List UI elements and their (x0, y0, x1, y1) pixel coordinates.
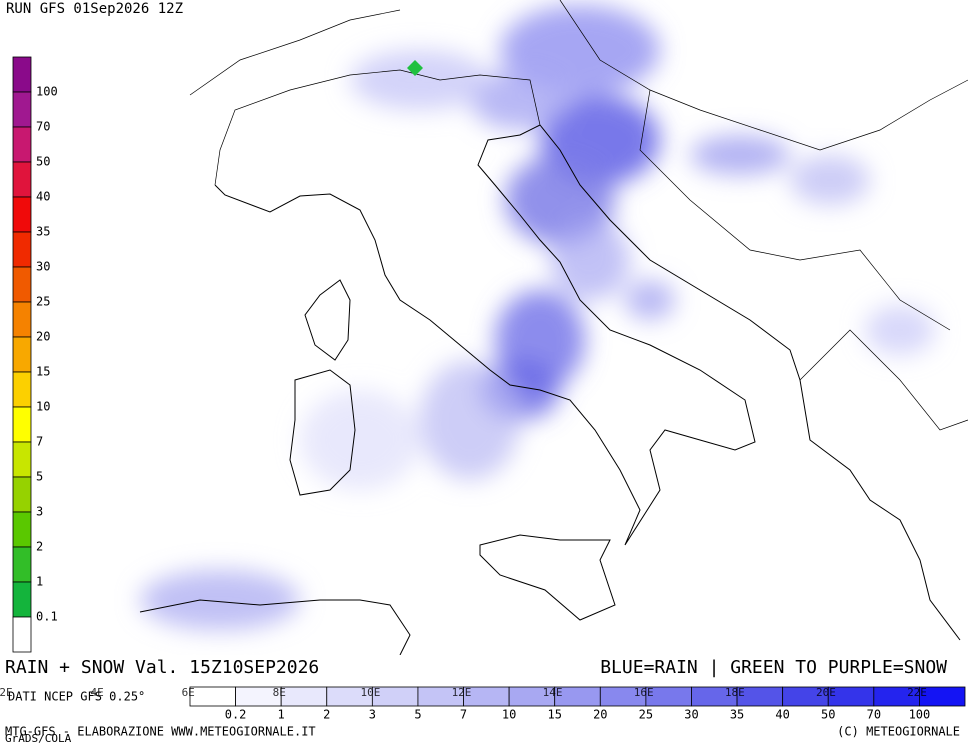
longitude-label: 18E (725, 686, 745, 699)
snow-scale-label: 1 (36, 575, 43, 589)
rain-scale-label: 5 (414, 708, 421, 722)
snow-scale-label: 2 (36, 540, 43, 554)
snow-scale-label: 5 (36, 470, 43, 484)
longitude-label: 16E (634, 686, 654, 699)
snow-color-box (12, 301, 32, 338)
snow-color-box (12, 476, 32, 513)
snow-color-box (12, 56, 32, 93)
rain-scale-label: 70 (867, 708, 881, 722)
snow-color-box (12, 581, 32, 618)
rain-scale-label: 7 (460, 708, 467, 722)
credit: MTG-GFS - ELABORAZIONE WWW.METEOGIORNALE… (5, 725, 316, 739)
snow-scale-label: 20 (36, 330, 50, 344)
snow-scale-label: 100 (36, 85, 58, 99)
snow-color-box (12, 126, 32, 163)
rain-scale-label: 15 (547, 708, 561, 722)
source: DATI NCEP GFS 0.25° (8, 690, 145, 704)
rain-scale-label: 100 (909, 708, 931, 722)
snow-color-box (12, 91, 32, 128)
snow-scale-label: 7 (36, 435, 43, 449)
snow-color-box (12, 406, 32, 443)
longitude-label: 2E (0, 686, 13, 699)
snow-color-box (12, 511, 32, 548)
copyright: (C) METEOGIORNALE (837, 725, 960, 739)
snow-color-box (12, 616, 32, 653)
longitude-label: 20E (816, 686, 836, 699)
rain-scale-label: 40 (775, 708, 789, 722)
longitude-label: 8E (273, 686, 286, 699)
rain-scale-label: 30 (684, 708, 698, 722)
longitude-label: 10E (360, 686, 380, 699)
snow-scale-label: 25 (36, 295, 50, 309)
caption: RAIN + SNOW Val. 15Z10SEP2026 (5, 657, 319, 678)
legend-note: BLUE=RAIN | GREEN TO PURPLE=SNOW (600, 657, 947, 678)
snow-scale-label: 0.1 (36, 610, 58, 624)
rain-color-box (189, 686, 236, 707)
longitude-label: 12E (452, 686, 472, 699)
snow-scale-label: 35 (36, 225, 50, 239)
rain-scale-label: 2 (323, 708, 330, 722)
snow-scale-label: 3 (36, 505, 43, 519)
longitude-label: 22E (907, 686, 927, 699)
rain-color-box (919, 686, 966, 707)
longitude-label: 6E (182, 686, 195, 699)
rain-scale-label: 35 (730, 708, 744, 722)
snow-scale-label: 30 (36, 260, 50, 274)
snow-color-box (12, 546, 32, 583)
snow-color-box (12, 336, 32, 373)
snow-spot (407, 60, 423, 76)
rain-scale-label: 50 (821, 708, 835, 722)
snow-scale-label: 15 (36, 365, 50, 379)
longitude-label: 4E (90, 686, 103, 699)
rain-color-box (280, 686, 328, 707)
snow-color-box (12, 196, 32, 233)
coastlines (139, 0, 968, 656)
snow-color-box (12, 441, 32, 478)
rain-scale-label: 0.2 (225, 708, 247, 722)
snow-color-box (12, 371, 32, 408)
snow-color-box (12, 161, 32, 198)
rain-scale-label: 25 (639, 708, 653, 722)
rain-scale-label: 3 (369, 708, 376, 722)
software: GrADS/COLA (5, 732, 72, 745)
rain-scale-label: 10 (502, 708, 516, 722)
run-title: RUN GFS 01Sep2026 12Z (6, 1, 183, 17)
rain-scale-label: 1 (278, 708, 285, 722)
snow-scale-label: 10 (36, 400, 50, 414)
rain-scale-label: 20 (593, 708, 607, 722)
longitude-label: 14E (543, 686, 563, 699)
snow-color-box (12, 266, 32, 303)
snow-scale-label: 40 (36, 190, 50, 204)
snow-scale-label: 70 (36, 120, 50, 134)
snow-color-box (12, 231, 32, 268)
snow-scale-label: 50 (36, 155, 50, 169)
